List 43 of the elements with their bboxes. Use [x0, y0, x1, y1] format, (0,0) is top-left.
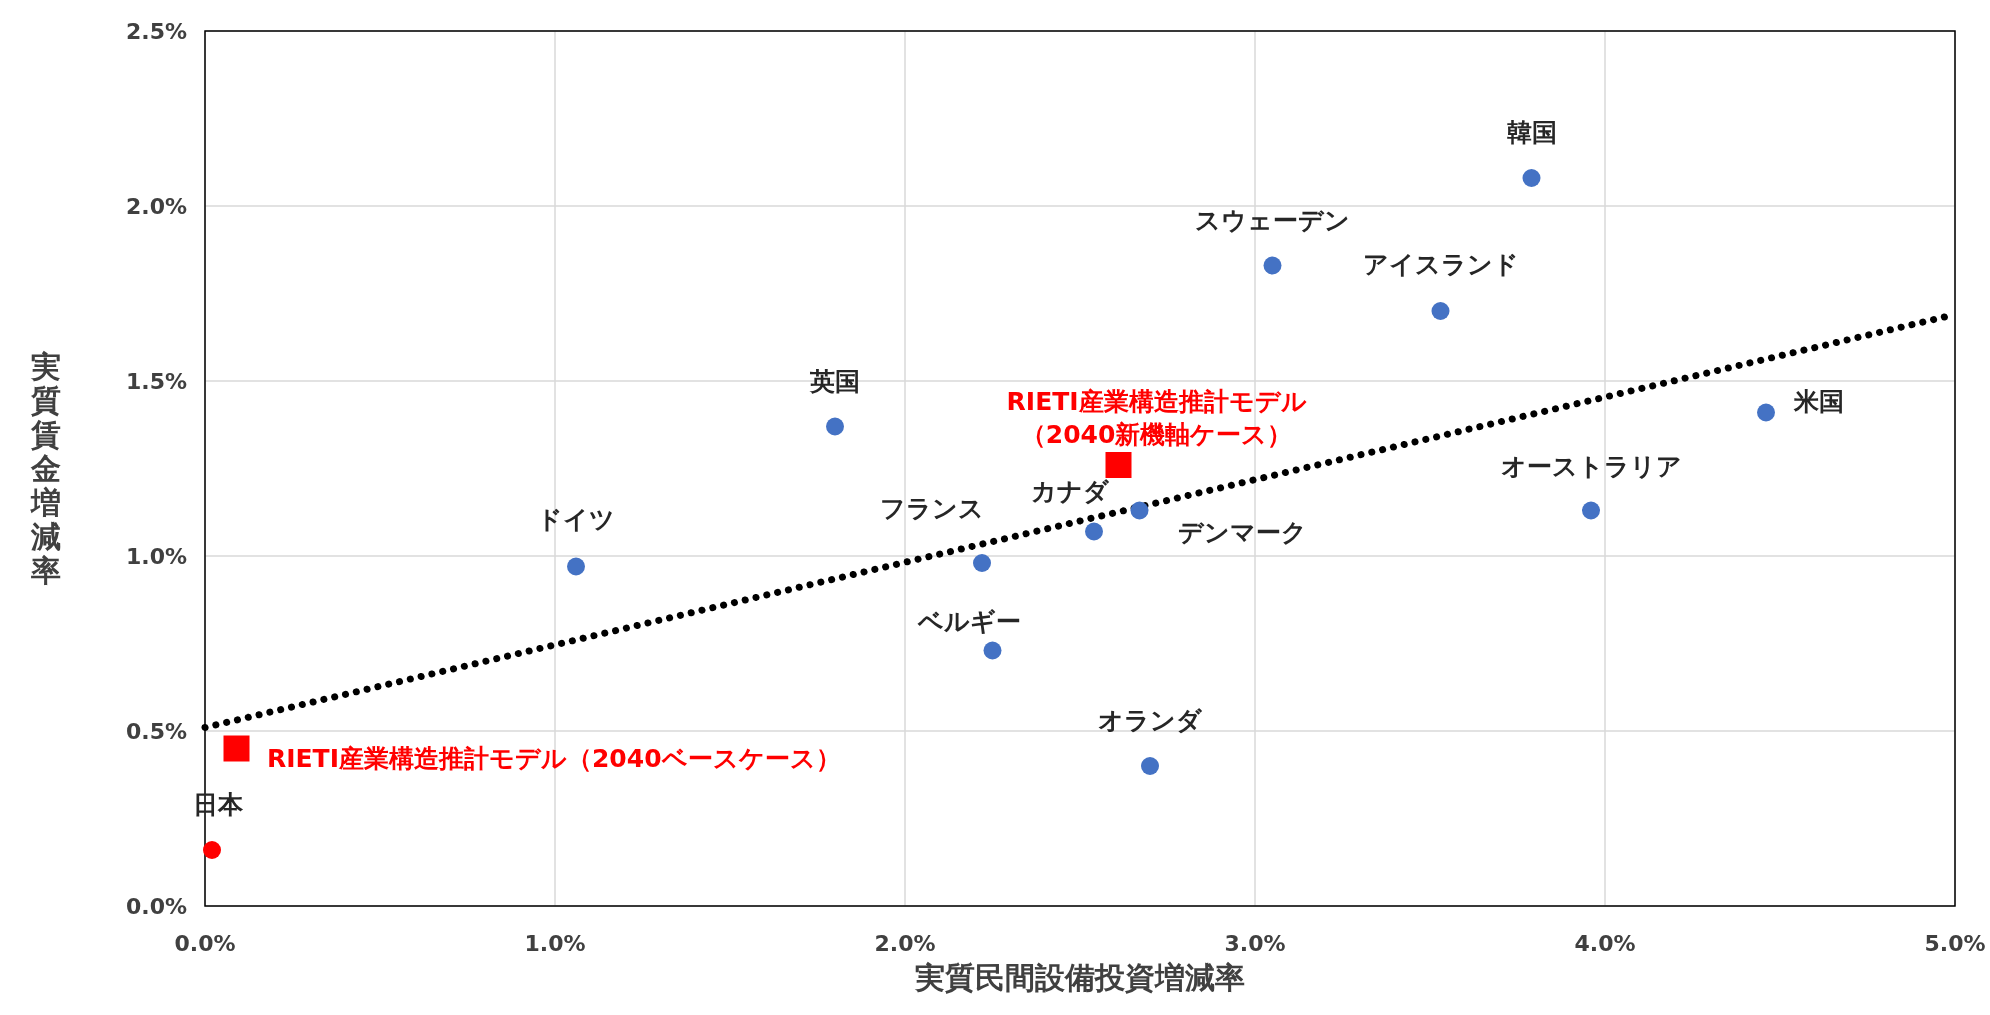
annotation: 英国 [809, 366, 860, 396]
point [223, 735, 250, 762]
annotation: ドイツ [537, 505, 615, 535]
annotation: スウェーデン [1195, 205, 1350, 235]
x-tick-label: 5.0% [1924, 931, 1986, 956]
point [1105, 452, 1132, 478]
point [567, 557, 585, 576]
x-axis-title: 実質民間設備投資増減率 [914, 960, 1245, 995]
point [1085, 522, 1103, 541]
x-tick-label: 3.0% [1224, 931, 1286, 956]
point [973, 554, 991, 572]
annotation: オーストラリア [1500, 451, 1682, 481]
point [1263, 256, 1282, 275]
annotation: カナダ [1030, 476, 1110, 506]
annotation: RIETI産業構造推計モデル（2040ベースケース） [266, 744, 841, 774]
y-tick-label: 2.0% [125, 193, 187, 219]
y-tick-label: 0.0% [125, 893, 187, 919]
y-tick-label: 2.5% [125, 18, 187, 44]
point [1757, 403, 1775, 422]
point [983, 641, 1002, 660]
point [1130, 501, 1149, 520]
annotation: 韓国 [1506, 118, 1557, 148]
annotation: フランス [880, 494, 985, 524]
point [1522, 169, 1541, 187]
point [826, 417, 844, 436]
annotation: オランダ [1098, 706, 1203, 736]
annotation: アイスランド [1362, 249, 1519, 279]
y-axis-title: 実質賃金増減率 [30, 349, 61, 588]
annotation: RIETI産業構造推計モデル（2040新機軸ケース） [1006, 387, 1307, 450]
x-tick-label: 0.0% [174, 931, 236, 956]
x-tick-label: 1.0% [524, 931, 586, 956]
annotation: 米国 [1792, 386, 1844, 416]
x-tick-label: 4.0% [1574, 931, 1636, 956]
point [1582, 501, 1600, 520]
y-tick-label: 0.5% [125, 718, 187, 744]
point [1141, 757, 1159, 775]
annotation: デンマーク [1177, 517, 1307, 547]
x-tick-label: 2.0% [874, 931, 936, 956]
y-tick-label: 1.5% [125, 368, 187, 394]
point [1431, 302, 1450, 320]
y-tick-label: 1.0% [125, 543, 187, 569]
annotation: ベルギー [917, 607, 1022, 637]
point [203, 841, 221, 859]
